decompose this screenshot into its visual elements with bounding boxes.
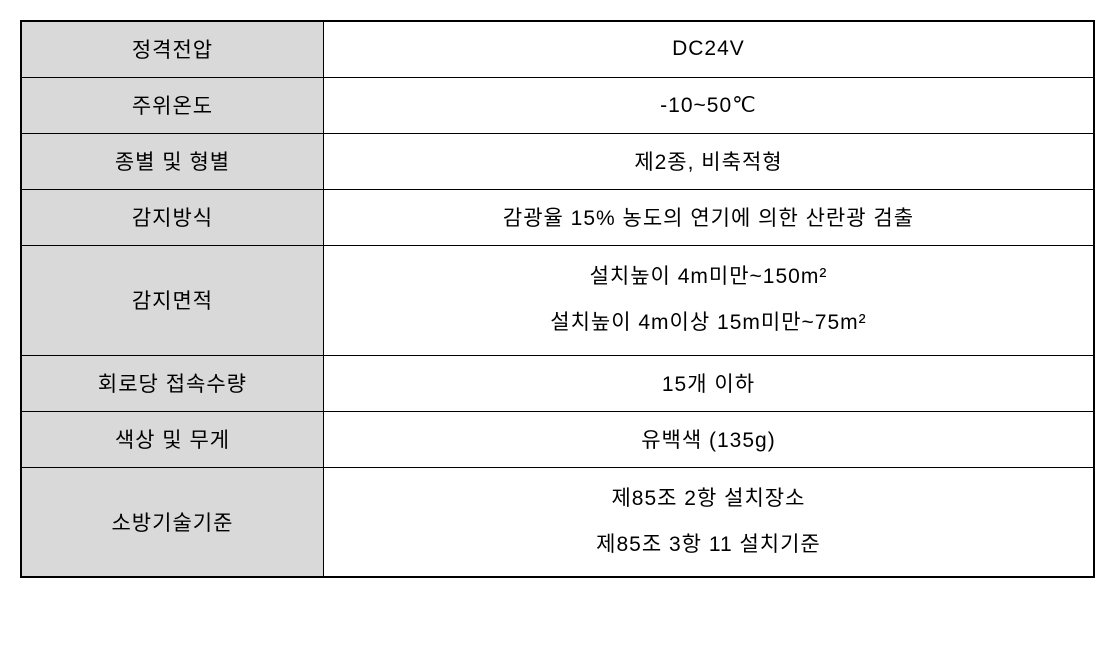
value-line: 제85조 2항 설치장소 — [324, 476, 1093, 522]
row-value: 설치높이 4m미만~150m² 설치높이 4m이상 15m미만~75m² — [323, 245, 1094, 355]
row-label: 소방기술기준 — [21, 467, 323, 577]
row-label: 정격전압 — [21, 21, 323, 77]
table-row: 감지면적 설치높이 4m미만~150m² 설치높이 4m이상 15m미만~75m… — [21, 245, 1094, 355]
value-line: 설치높이 4m미만~150m² — [324, 254, 1093, 300]
row-value: 유백색 (135g) — [323, 411, 1094, 467]
table-row: 종별 및 형별 제2종, 비축적형 — [21, 133, 1094, 189]
table-body: 정격전압 DC24V 주위온도 -10~50℃ 종별 및 형별 제2종, 비축적… — [21, 21, 1094, 577]
row-label: 감지면적 — [21, 245, 323, 355]
row-label: 감지방식 — [21, 189, 323, 245]
value-line: 제85조 3항 11 설치기준 — [324, 522, 1093, 568]
row-value: -10~50℃ — [323, 77, 1094, 133]
table-row: 감지방식 감광율 15% 농도의 연기에 의한 산란광 검출 — [21, 189, 1094, 245]
specification-table: 정격전압 DC24V 주위온도 -10~50℃ 종별 및 형별 제2종, 비축적… — [20, 20, 1095, 578]
row-value: 감광율 15% 농도의 연기에 의한 산란광 검출 — [323, 189, 1094, 245]
row-value: 제2종, 비축적형 — [323, 133, 1094, 189]
value-line: 설치높이 4m이상 15m미만~75m² — [324, 300, 1093, 346]
row-value: DC24V — [323, 21, 1094, 77]
table-row: 색상 및 무게 유백색 (135g) — [21, 411, 1094, 467]
table-row: 소방기술기준 제85조 2항 설치장소 제85조 3항 11 설치기준 — [21, 467, 1094, 577]
row-value: 15개 이하 — [323, 355, 1094, 411]
row-label: 종별 및 형별 — [21, 133, 323, 189]
table-row: 정격전압 DC24V — [21, 21, 1094, 77]
row-label: 색상 및 무게 — [21, 411, 323, 467]
row-value: 제85조 2항 설치장소 제85조 3항 11 설치기준 — [323, 467, 1094, 577]
table-row: 주위온도 -10~50℃ — [21, 77, 1094, 133]
row-label: 주위온도 — [21, 77, 323, 133]
table-row: 회로당 접속수량 15개 이하 — [21, 355, 1094, 411]
row-label: 회로당 접속수량 — [21, 355, 323, 411]
